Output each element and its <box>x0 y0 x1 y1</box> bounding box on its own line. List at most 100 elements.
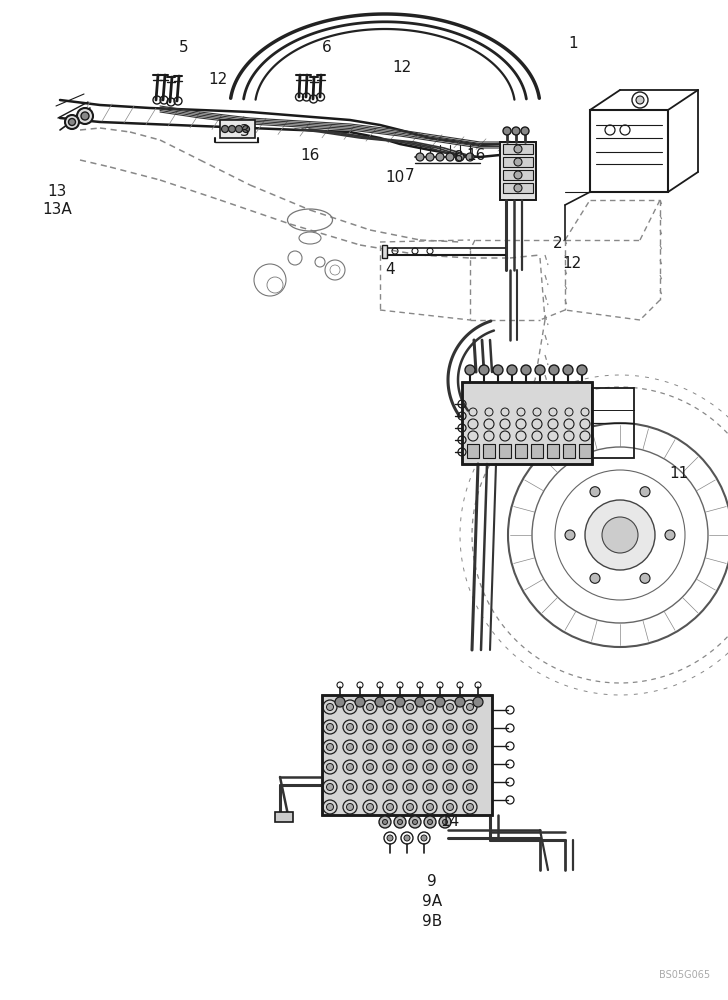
Circle shape <box>387 724 394 730</box>
Circle shape <box>439 816 451 828</box>
Circle shape <box>415 697 425 707</box>
Circle shape <box>467 744 473 750</box>
Circle shape <box>395 697 405 707</box>
Circle shape <box>355 697 365 707</box>
Bar <box>503 170 533 180</box>
Circle shape <box>326 704 333 710</box>
Circle shape <box>563 365 573 375</box>
Circle shape <box>366 744 373 750</box>
Circle shape <box>81 112 89 120</box>
Circle shape <box>347 804 354 810</box>
Circle shape <box>406 764 414 770</box>
Circle shape <box>467 704 473 710</box>
Circle shape <box>427 784 433 790</box>
Text: 14: 14 <box>440 814 459 830</box>
Circle shape <box>467 764 473 770</box>
Bar <box>500 142 536 200</box>
Circle shape <box>387 784 394 790</box>
Bar <box>499 444 511 458</box>
Circle shape <box>426 153 434 161</box>
Circle shape <box>455 697 465 707</box>
Text: 4: 4 <box>385 262 395 277</box>
Text: 5: 5 <box>179 40 189 55</box>
Text: 13A: 13A <box>42 202 72 217</box>
Bar <box>503 144 533 154</box>
Circle shape <box>382 820 387 824</box>
Circle shape <box>347 724 354 730</box>
Circle shape <box>521 127 529 135</box>
Circle shape <box>503 127 511 135</box>
Circle shape <box>413 820 417 824</box>
Circle shape <box>397 820 403 824</box>
Circle shape <box>514 145 522 153</box>
Text: 11: 11 <box>669 466 689 482</box>
Text: 7: 7 <box>405 167 415 182</box>
Bar <box>462 382 592 464</box>
Circle shape <box>435 697 445 707</box>
Circle shape <box>549 365 559 375</box>
Circle shape <box>347 744 354 750</box>
Circle shape <box>465 365 475 375</box>
Bar <box>515 444 527 458</box>
Circle shape <box>229 125 235 132</box>
Circle shape <box>512 127 520 135</box>
Circle shape <box>235 125 242 132</box>
Circle shape <box>590 573 600 583</box>
Circle shape <box>366 704 373 710</box>
Text: 9B: 9B <box>422 914 442 928</box>
Text: 13: 13 <box>47 184 67 200</box>
Circle shape <box>366 804 373 810</box>
Circle shape <box>406 784 414 790</box>
Circle shape <box>585 500 655 570</box>
Circle shape <box>446 764 454 770</box>
Circle shape <box>427 744 433 750</box>
Circle shape <box>514 171 522 179</box>
Bar <box>592 388 634 458</box>
Circle shape <box>379 816 391 828</box>
Circle shape <box>335 697 345 707</box>
Bar <box>322 695 492 815</box>
Circle shape <box>65 115 79 129</box>
Circle shape <box>636 96 644 104</box>
Circle shape <box>467 784 473 790</box>
Circle shape <box>467 724 473 730</box>
Circle shape <box>424 816 436 828</box>
Circle shape <box>446 704 454 710</box>
Text: BS05G065: BS05G065 <box>659 970 710 980</box>
Circle shape <box>387 804 394 810</box>
Circle shape <box>375 697 385 707</box>
Circle shape <box>467 804 473 810</box>
Circle shape <box>427 764 433 770</box>
Bar <box>483 444 495 458</box>
Circle shape <box>68 118 76 125</box>
Circle shape <box>446 153 454 161</box>
Circle shape <box>326 764 333 770</box>
Circle shape <box>565 530 575 540</box>
Circle shape <box>507 365 517 375</box>
Circle shape <box>387 704 394 710</box>
Circle shape <box>493 365 503 375</box>
Circle shape <box>387 764 394 770</box>
Text: 1: 1 <box>568 35 578 50</box>
Circle shape <box>366 764 373 770</box>
Circle shape <box>427 724 433 730</box>
Bar <box>563 444 575 458</box>
Text: 3: 3 <box>240 124 250 139</box>
Circle shape <box>406 804 414 810</box>
Circle shape <box>366 724 373 730</box>
Text: 6: 6 <box>322 40 332 55</box>
Circle shape <box>514 184 522 192</box>
Circle shape <box>640 573 650 583</box>
Circle shape <box>479 365 489 375</box>
Bar <box>462 382 592 464</box>
Text: 8: 8 <box>454 149 464 164</box>
Circle shape <box>521 365 531 375</box>
Circle shape <box>427 820 432 824</box>
Circle shape <box>421 835 427 841</box>
Text: 12: 12 <box>208 72 228 87</box>
Text: 2: 2 <box>553 235 563 250</box>
Circle shape <box>446 784 454 790</box>
Circle shape <box>406 744 414 750</box>
Circle shape <box>326 784 333 790</box>
Circle shape <box>77 108 93 124</box>
